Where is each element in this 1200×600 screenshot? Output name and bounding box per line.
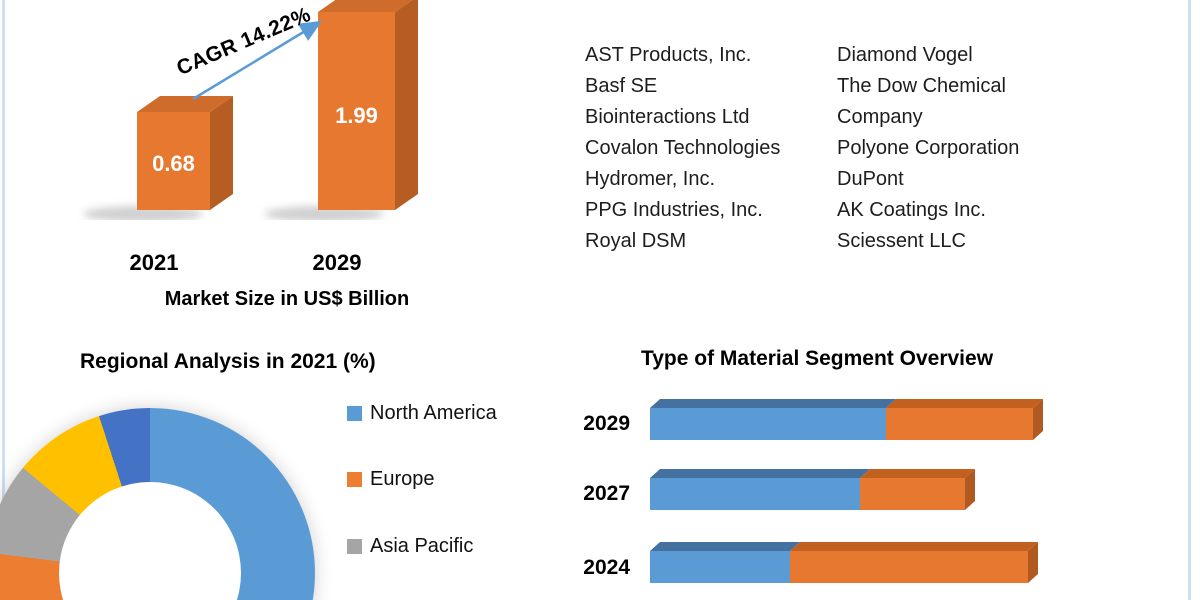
legend-swatch-asia-pacific — [347, 539, 362, 554]
market-chart-caption: Market Size in US$ Billion — [164, 288, 410, 310]
legend-item-europe: Europe — [347, 468, 435, 491]
company-column-2: Diamond Vogel The Dow Chemical Company Pol… — [837, 40, 1055, 257]
company-name: PPG Industries, Inc. — [585, 199, 763, 221]
legend-label-europe: Europe — [370, 468, 435, 490]
stack-top-blue-2029 — [650, 399, 896, 408]
company-name: DuPont — [837, 168, 904, 190]
stack-orange-2024 — [790, 551, 1028, 583]
company-name: Sciessent LLC — [837, 230, 966, 252]
material-category-2029: 2029 — [583, 412, 630, 435]
cagr-arrow — [192, 20, 323, 101]
legend-item-north-america: North America — [347, 402, 497, 425]
stack-side-2029 — [1033, 399, 1043, 440]
stack-orange-2027 — [860, 478, 965, 510]
stack-top-blue-2027 — [650, 469, 870, 478]
company-name: The Dow Chemical Company — [837, 75, 1006, 128]
bar-side-2021 — [210, 96, 233, 210]
right-border-line — [1188, 0, 1191, 600]
left-border-line — [2, 0, 5, 600]
company-column-1: AST Products, Inc. Basf SE Biointeractions… — [585, 40, 830, 257]
stack-top-orange-2029 — [886, 399, 1043, 408]
stack-top-blue-2024 — [650, 542, 800, 551]
stack-blue-2027 — [650, 478, 860, 510]
company-name: Hydromer, Inc. — [585, 168, 716, 190]
company-name: Diamond Vogel — [837, 44, 973, 66]
stack-top-orange-2024 — [790, 542, 1038, 551]
bar-value-2021: 0.68 — [152, 151, 195, 176]
material-chart-title: Type of Material Segment Overview — [640, 347, 994, 370]
regional-chart-title: Regional Analysis in 2021 (%) — [80, 350, 376, 373]
stack-side-2024 — [1028, 542, 1038, 583]
bar-top-2029 — [318, 0, 413, 12]
company-name: Biointeractions Ltd — [585, 106, 750, 128]
legend-swatch-europe — [347, 472, 362, 487]
stack-top-orange-2027 — [860, 469, 975, 478]
company-name: AK Coatings Inc. — [837, 199, 986, 221]
bar-side-2029 — [395, 0, 418, 210]
category-label-2021: 2021 — [129, 250, 179, 275]
legend-swatch-north-america — [347, 406, 362, 421]
stack-orange-2029 — [886, 408, 1033, 440]
company-name: Covalon Technologies — [585, 137, 781, 159]
market-size-bars-svg — [83, 0, 418, 220]
legend-label-north-america: North America — [370, 402, 497, 424]
bar-front-2029 — [318, 12, 395, 210]
legend-label-asia-pacific: Asia Pacific — [370, 535, 474, 557]
company-name: AST Products, Inc. — [585, 44, 752, 66]
category-label-2029: 2029 — [312, 250, 362, 275]
material-bars-svg — [650, 399, 1043, 583]
bar-front-2021 — [137, 112, 210, 210]
material-category-2027: 2027 — [583, 482, 630, 505]
legend-item-asia-pacific: Asia Pacific — [347, 535, 473, 558]
stack-blue-2024 — [650, 551, 790, 583]
bar-top-2021 — [137, 96, 233, 112]
stack-side-2027 — [965, 469, 975, 510]
stack-blue-2029 — [650, 408, 886, 440]
company-name: Royal DSM — [585, 230, 687, 252]
company-name: Basf SE — [585, 75, 658, 97]
company-name: Polyone Corporation — [837, 137, 1020, 159]
bar-value-2029: 1.99 — [335, 103, 378, 128]
material-category-2024: 2024 — [583, 556, 630, 579]
